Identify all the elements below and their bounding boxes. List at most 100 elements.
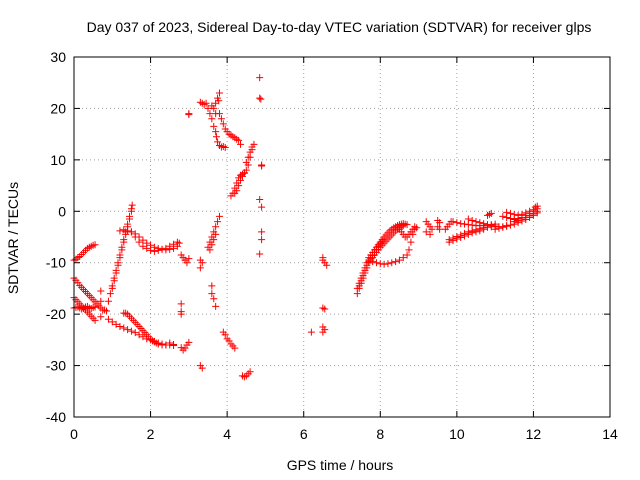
- data-point-plus: [495, 224, 503, 232]
- data-point-plus: [206, 110, 214, 118]
- data-point-plus: [522, 213, 530, 221]
- data-point-plus: [185, 255, 193, 263]
- data-point-plus: [166, 242, 174, 250]
- data-point-plus: [126, 215, 134, 223]
- data-point-plus: [114, 261, 122, 269]
- data-point-plus: [367, 255, 375, 263]
- data-point-plus: [235, 182, 243, 190]
- data-point-plus: [472, 218, 480, 226]
- data-point-plus: [399, 222, 407, 230]
- data-point-plus: [426, 230, 434, 238]
- data-point-plus: [233, 187, 241, 195]
- data-point-plus: [131, 233, 139, 241]
- data-point-plus: [413, 224, 421, 232]
- data-point-plus: [183, 259, 191, 267]
- data-point-plus: [499, 223, 507, 231]
- y-tick-label: 0: [58, 203, 66, 219]
- data-point-plus: [215, 89, 223, 97]
- data-point-plus: [139, 236, 147, 244]
- data-point-plus: [242, 158, 250, 166]
- data-point-plus: [215, 110, 223, 118]
- data-point-plus: [212, 223, 220, 231]
- data-point-plus: [307, 328, 315, 336]
- data-point-plus: [422, 228, 430, 236]
- data-point-plus: [204, 104, 212, 112]
- data-point-plus: [258, 203, 266, 211]
- data-point-plus: [231, 344, 239, 352]
- data-point-plus: [120, 226, 128, 234]
- data-point-plus: [215, 97, 223, 105]
- data-point-plus: [124, 227, 132, 235]
- data-point-plus: [384, 231, 392, 239]
- data-point-plus: [237, 140, 245, 148]
- data-point-plus: [248, 143, 256, 151]
- data-point-plus: [361, 266, 369, 274]
- data-point-plus: [128, 201, 136, 209]
- data-point-plus: [487, 222, 495, 230]
- data-point-plus: [445, 238, 453, 246]
- data-point-plus: [457, 220, 465, 228]
- data-point-plus: [257, 95, 265, 103]
- data-point-plus: [158, 245, 166, 253]
- data-point-plus: [112, 269, 120, 277]
- data-point-plus: [97, 287, 105, 295]
- data-point-plus: [461, 220, 469, 228]
- x-tick-label: 8: [376, 426, 384, 442]
- data-point-plus: [399, 254, 407, 262]
- data-point-plus: [449, 218, 457, 226]
- x-tick-labels: 0 2 4 6 8 10 12 14: [70, 426, 618, 442]
- data-point-plus: [122, 230, 130, 238]
- data-point-plus: [457, 234, 465, 242]
- data-point-plus: [395, 256, 403, 264]
- data-point-plus: [217, 115, 225, 123]
- data-point-plus: [166, 339, 174, 347]
- data-point-plus: [210, 236, 218, 244]
- data-point-plus: [246, 368, 254, 376]
- x-tick-label: 14: [602, 426, 618, 442]
- data-point-plus: [196, 264, 204, 272]
- x-axis-label: GPS time / hours: [287, 457, 394, 473]
- data-point-plus: [461, 232, 469, 240]
- chart-title: Day 037 of 2023, Sidereal Day-to-day VTE…: [87, 19, 592, 35]
- data-point-plus: [464, 230, 472, 238]
- data-point-plus: [487, 209, 495, 217]
- data-point-plus: [154, 246, 162, 254]
- data-point-plus: [127, 327, 135, 335]
- data-point-plus: [208, 241, 216, 249]
- data-point-plus: [106, 290, 114, 298]
- data-point-plus: [162, 244, 170, 252]
- data-point-plus: [127, 228, 135, 236]
- data-point-plus: [449, 237, 457, 245]
- data-point-plus: [476, 219, 484, 227]
- data-point-plus: [256, 250, 264, 258]
- data-point-plus: [170, 240, 178, 248]
- data-point-plus: [198, 259, 206, 267]
- data-point-plus: [110, 277, 118, 285]
- y-tick-label: -10: [46, 255, 66, 271]
- data-point-plus: [405, 246, 413, 254]
- y-tick-label: -30: [46, 358, 66, 374]
- data-point-plus: [407, 238, 415, 246]
- data-point-plus: [365, 256, 373, 264]
- data-point-plus: [514, 217, 522, 225]
- data-point-plus: [131, 329, 139, 337]
- data-point-plus: [97, 313, 105, 321]
- data-point-plus: [403, 221, 411, 229]
- data-point-plus: [177, 310, 185, 318]
- data-point-plus: [472, 228, 480, 236]
- x-tick-label: 4: [223, 426, 231, 442]
- data-point-plus: [256, 94, 264, 102]
- data-point-plus: [97, 297, 105, 305]
- data-point-plus: [436, 219, 444, 227]
- data-point-plus: [323, 261, 331, 269]
- data-point-plus: [147, 246, 155, 254]
- data-point-plus: [240, 169, 248, 177]
- data-point-plus: [526, 212, 534, 220]
- data-point-plus: [120, 238, 128, 246]
- data-point-plus: [139, 242, 147, 250]
- data-point-plus: [483, 221, 491, 229]
- data-point-plus: [116, 322, 124, 330]
- data-point-plus: [240, 373, 248, 381]
- data-point-plus: [103, 307, 111, 315]
- data-point-plus: [206, 246, 214, 254]
